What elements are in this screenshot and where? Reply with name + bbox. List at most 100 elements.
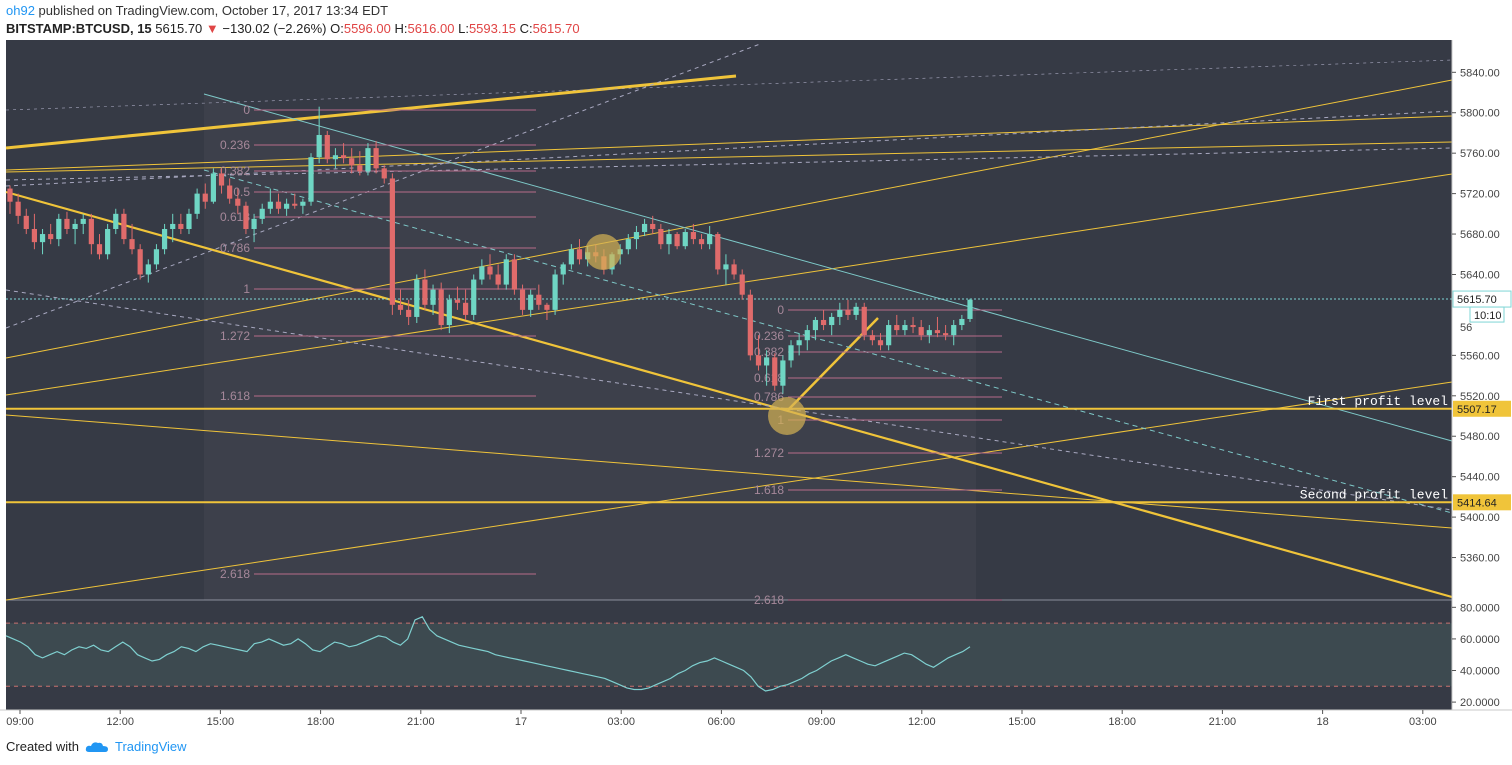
candle-body — [820, 319, 827, 326]
candle-body — [576, 249, 583, 260]
publish-info: oh92 published on TradingView.com, Octob… — [6, 3, 388, 18]
hidden-tick-label: 56 — [1460, 322, 1472, 334]
candle-body — [357, 165, 363, 172]
price-chart[interactable]: 0 0.236 0.382 0.5 0.618 0.786 1 1.272 1.618 2.618… — [0, 40, 1512, 730]
candle-body — [829, 316, 835, 326]
candle-body — [861, 306, 867, 336]
candle-body — [284, 203, 290, 209]
candle-body — [308, 157, 314, 202]
rsi-band — [6, 623, 1452, 687]
fib-left-label: 1 — [243, 282, 250, 296]
candle-body — [365, 148, 371, 172]
fib-right-label: 0.236 — [754, 329, 784, 343]
price-axis-background — [1452, 40, 1512, 730]
close-label: C: — [519, 21, 533, 36]
candle-body — [674, 234, 680, 247]
candle-body — [495, 274, 501, 285]
price-tick-label: 5360.00 — [1460, 553, 1500, 565]
chart-area[interactable]: 0 0.236 0.382 0.5 0.618 0.786 1 1.272 1.618 2.618… — [0, 40, 1512, 730]
candle-body — [519, 289, 526, 310]
time-tick-label: 15:00 — [1008, 716, 1036, 728]
time-tick-label: 06:00 — [708, 716, 736, 728]
candle-body — [942, 333, 949, 336]
candle-body — [731, 264, 737, 275]
last-price-label-bg — [1453, 291, 1511, 308]
candle-body — [641, 223, 648, 233]
candle-body — [161, 228, 168, 250]
trendline-lower — [5, 190, 1453, 599]
price-tick-label: 5840.00 — [1460, 67, 1500, 79]
candle-body — [886, 325, 892, 346]
fib-left-label: 1.272 — [220, 329, 250, 343]
fib-right-label: 0.382 — [754, 345, 784, 359]
candle-body — [178, 223, 184, 229]
time-tick-label: 09:00 — [808, 716, 836, 728]
candle-body — [129, 239, 135, 250]
candle-body — [267, 201, 273, 209]
second-profit-label-bg — [1453, 494, 1511, 511]
candle-body — [837, 309, 843, 317]
fib-right-label: 0.618 — [754, 371, 784, 385]
candle-body — [145, 264, 151, 275]
candle-body — [80, 218, 86, 224]
trendline-thin — [5, 115, 1453, 171]
fib-left-label: 1.618 — [220, 389, 250, 403]
candle-body — [715, 234, 721, 270]
time-tick-label: 21:00 — [407, 716, 435, 728]
first-profit-text: First profit level — [1308, 394, 1449, 409]
channel-line — [203, 93, 1453, 442]
time-tick-label: 18 — [1316, 716, 1328, 728]
plot-background — [6, 40, 1452, 710]
last-price-label: 5615.70 — [1457, 294, 1497, 306]
candle-body — [389, 178, 395, 305]
candle-body — [951, 325, 957, 336]
fib-right-label: 0 — [777, 303, 784, 317]
candle-body — [471, 279, 477, 315]
candle-body — [414, 279, 420, 317]
second-profit-text: Second profit level — [1300, 487, 1448, 502]
candle-body — [430, 289, 436, 305]
candle-body — [259, 208, 265, 219]
down-arrow-icon: ▼ — [205, 21, 219, 36]
time-tick-label: 15:00 — [207, 716, 235, 728]
candle-body — [487, 266, 493, 275]
candle-body — [780, 360, 786, 386]
candle-body — [812, 319, 819, 331]
candle-body — [853, 306, 859, 315]
candle-body — [796, 340, 802, 346]
dashed-guide — [5, 147, 1453, 181]
open-value: 5596.00 — [343, 21, 391, 36]
author-name[interactable]: oh92 — [6, 3, 35, 18]
candle-body — [552, 274, 558, 310]
trendline-thin — [5, 414, 1453, 529]
tradingview-link[interactable]: TradingView — [114, 739, 187, 754]
created-with-text: Created with — [6, 739, 79, 754]
price-tick-label: 5520.00 — [1460, 391, 1500, 403]
candle-body — [243, 205, 249, 229]
candle-body — [918, 327, 924, 336]
candle-body — [511, 259, 518, 290]
time-tick-label: 09:00 — [6, 716, 34, 728]
time-tick-label: 18:00 — [1108, 716, 1136, 728]
trendline-thin — [5, 141, 1453, 173]
candle-body — [7, 188, 13, 202]
candle-body — [275, 201, 282, 209]
candle-body — [373, 148, 379, 169]
dashed-guide — [5, 59, 1453, 111]
low-value: 5593.15 — [468, 21, 516, 36]
candle-body — [446, 299, 452, 326]
candle-body — [625, 239, 631, 250]
candle-body — [105, 228, 111, 255]
candle-body — [56, 218, 62, 240]
last-price: 5615.70 — [155, 21, 203, 36]
candle-body — [300, 201, 306, 206]
ohlc-legend: BITSTAMP:BTCUSD, 15 5615.70 ▼ −130.02 (−… — [6, 21, 580, 36]
candle-body — [845, 309, 851, 315]
first-profit-label: 5507.17 — [1457, 404, 1497, 416]
time-axis-background — [0, 710, 1512, 730]
candle-body — [666, 234, 672, 245]
candle-body — [723, 264, 729, 270]
cloud-icon — [85, 741, 108, 752]
candle-body — [560, 264, 566, 275]
fib-left-label: 0.786 — [220, 241, 250, 255]
